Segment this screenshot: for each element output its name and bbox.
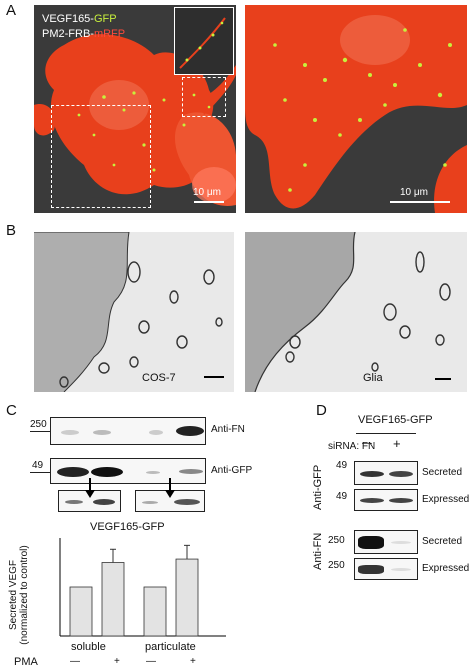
label-expressed-1: Expressed (422, 494, 470, 505)
pma-value-1: — (70, 656, 80, 667)
cell-image-right (245, 5, 467, 213)
sirna-line (356, 433, 416, 434)
scale-bar-left (194, 201, 224, 203)
group-label-particulate: particulate (145, 641, 196, 653)
panel-b-letter: B (6, 222, 17, 239)
zoom-region-small (182, 77, 226, 117)
mw-tick-49 (30, 472, 50, 473)
panel-c-letter: C (6, 402, 17, 419)
zoom-arrows (85, 478, 175, 498)
mw-tick-250 (30, 431, 50, 432)
mw-49b-d: 49 (336, 491, 348, 502)
bar-3 (143, 586, 167, 637)
label-glia: Glia (363, 372, 383, 384)
blot-fn-secreted (354, 530, 418, 554)
bar-4 (175, 558, 199, 637)
pma-value-4: + (190, 656, 196, 667)
panel-a-right-micrograph: 10 μm (245, 5, 467, 213)
chart-ylabel: Secreted VEGF (normalized to control) (8, 545, 30, 645)
pma-value-2: + (114, 656, 120, 667)
bar-2 (101, 562, 125, 637)
blot-gfp-expressed (354, 489, 418, 511)
mw-49a-d: 49 (336, 460, 348, 471)
scale-bar-right (390, 201, 450, 203)
panel-a-letter: A (6, 2, 17, 19)
label-anti-gfp-c: Anti-GFP (211, 465, 253, 476)
ylabel-anti-gfp-d: Anti-GFP (312, 464, 324, 510)
mw-250a-d: 250 (328, 535, 345, 546)
blot-gfp-secreted (354, 461, 418, 485)
bar-1 (69, 586, 93, 637)
label-cos7: COS-7 (142, 372, 176, 384)
inset-box (174, 7, 234, 75)
sirna-value-plus: + (393, 436, 401, 451)
mw-250-c: 250 (30, 419, 47, 430)
bar-chart (59, 538, 226, 637)
panel-d-letter: D (316, 402, 327, 419)
mw-250b-d: 250 (328, 560, 345, 571)
panel-a-left-micrograph: VEGF165-GFP PM2-FRB-mRFP 10 μm (34, 5, 236, 213)
pma-label: PMA (14, 656, 38, 668)
panel-d-title: VEGF165-GFP (358, 414, 433, 426)
scale-bar-cos7 (204, 376, 224, 378)
sirna-value-minus: — (362, 438, 372, 449)
blot-fn-expressed (354, 558, 418, 580)
sirna-label: siRNA: FN (328, 441, 376, 452)
label-anti-fn-c: Anti-FN (211, 424, 245, 435)
label-vegf-gfp: VEGF165-GFP (42, 13, 117, 25)
label-expressed-2: Expressed (422, 563, 470, 574)
scale-bar-glia (435, 378, 451, 380)
label-secreted-2: Secreted (422, 536, 463, 547)
label-secreted-1: Secreted (422, 467, 463, 478)
mw-49-c: 49 (32, 460, 44, 471)
pma-value-3: — (146, 656, 156, 667)
group-label-soluble: soluble (71, 641, 106, 653)
blot-anti-fn (50, 417, 206, 445)
scale-label-right: 10 μm (400, 187, 428, 198)
zoom-region-large (51, 105, 151, 208)
ylabel-anti-fn-d: Anti-FN (312, 532, 324, 570)
em-image-cos7: COS-7 (34, 232, 234, 392)
label-pm2-frb-mrfp: PM2-FRB-mRFP (42, 28, 126, 40)
chart-title: VEGF165-GFP (90, 521, 165, 533)
em-image-glia: Glia (245, 232, 467, 392)
blot-anti-gfp (50, 458, 206, 484)
scale-label-left: 10 μm (193, 187, 221, 198)
